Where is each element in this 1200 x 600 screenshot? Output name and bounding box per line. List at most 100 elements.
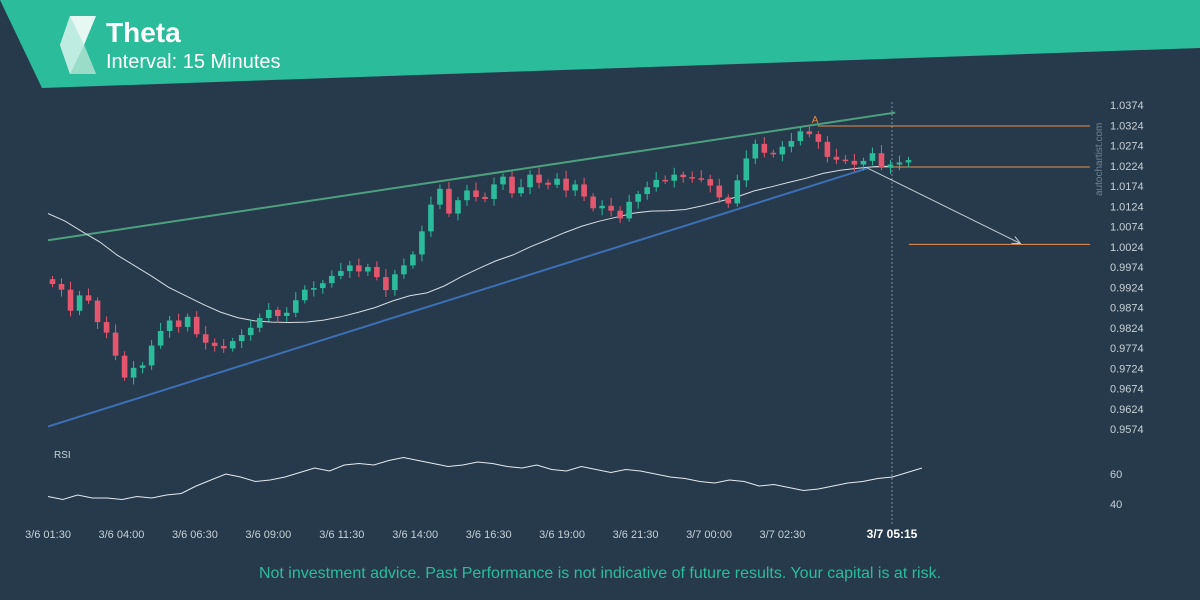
candle-body [608, 205, 614, 211]
candle-body [761, 143, 768, 153]
y-tick-label: 0.9574 [1110, 424, 1144, 436]
x-tick-label: 3/7 02:30 [760, 529, 806, 541]
x-tick-label: 3/6 19:00 [539, 529, 585, 541]
forecast-arrow-line [867, 167, 1021, 244]
candle-body [112, 332, 119, 356]
y-tick-label: 0.9874 [1110, 303, 1144, 315]
candle-body [878, 153, 885, 167]
candle-body [58, 284, 65, 290]
candle-body [85, 295, 92, 301]
candle-body [121, 355, 128, 378]
y-tick-label: 0.9774 [1110, 343, 1144, 355]
candle-body [734, 180, 741, 204]
candle-body [716, 185, 723, 198]
candle-body [905, 160, 912, 163]
candle-body [653, 179, 659, 188]
rsi-line [47, 456, 923, 501]
y-tick-label: 0.9674 [1110, 384, 1144, 396]
x-tick-label: 3/6 06:30 [172, 529, 218, 541]
candle-body [527, 174, 533, 188]
candle-body [446, 188, 452, 214]
y-tick-label: 1.0324 [1110, 120, 1144, 132]
forecast-arrow-head [1011, 236, 1022, 245]
rsi-tick-label: 60 [1110, 469, 1122, 481]
candle-body [860, 160, 867, 165]
candle-body [392, 274, 398, 291]
candle-body [229, 341, 236, 349]
y-tick-label: 0.9924 [1110, 282, 1144, 294]
candle-body [338, 271, 344, 276]
candle-body [572, 184, 578, 191]
candle-body [509, 176, 515, 194]
candle-body [518, 187, 524, 194]
candle-body [581, 184, 587, 197]
theta-logo-icon [60, 16, 96, 74]
candle-body [175, 320, 182, 327]
candle-body [265, 309, 272, 319]
candle-body [67, 289, 74, 311]
candle-body [842, 159, 849, 162]
candle-body [770, 152, 777, 155]
candle-body [211, 342, 218, 346]
y-tick-label: 1.0374 [1110, 100, 1144, 112]
y-tick-label: 1.0024 [1110, 242, 1144, 254]
y-tick-label: 0.9974 [1110, 262, 1144, 274]
candle-body [157, 330, 164, 346]
candle-body [301, 289, 308, 301]
candle-body [545, 182, 551, 185]
candle-body [725, 197, 732, 204]
candle-body [626, 201, 632, 219]
candle-body [130, 367, 137, 378]
rsi-label: RSI [54, 450, 71, 461]
candle-body [824, 141, 831, 157]
candle-body [482, 196, 488, 199]
rsi-tick-label: 40 [1110, 499, 1122, 511]
candle-body [193, 316, 200, 335]
candle-body [256, 318, 263, 328]
candle-body [320, 283, 326, 289]
candle-body [365, 267, 371, 272]
candle-body [887, 164, 894, 167]
brand-watermark: autochartist.com [1094, 122, 1105, 196]
candle-body [698, 178, 705, 180]
asset-title: Theta [106, 17, 181, 48]
disclaimer: Not investment advice. Past Performance … [258, 565, 942, 582]
x-tick-label: 3/6 11:30 [319, 529, 364, 541]
candle-body [473, 190, 479, 197]
candle-body [500, 176, 506, 185]
y-tick-label: 1.0274 [1110, 141, 1144, 153]
x-tick-label: 3/6 21:30 [613, 529, 659, 541]
x-tick-label: 3/6 14:00 [392, 529, 438, 541]
x-tick-label: 3/6 04:00 [99, 529, 145, 541]
candle-body [184, 316, 191, 327]
candle-body [103, 322, 110, 333]
candle-body [410, 254, 416, 266]
candle-body [491, 184, 497, 199]
interval-subtitle: Interval: 15 Minutes [106, 51, 281, 73]
candle-body [202, 334, 209, 343]
candle-body [347, 265, 353, 272]
candle-body [166, 320, 173, 331]
candle-body [671, 174, 678, 181]
candle-body [374, 267, 380, 278]
x-highlight-label: 3/7 05:15 [867, 527, 918, 541]
x-tick-label: 3/6 01:30 [25, 529, 71, 541]
moving-average-line [47, 165, 893, 324]
y-tick-label: 1.0174 [1110, 181, 1144, 193]
candle-body [401, 265, 407, 275]
candle-body [76, 295, 83, 311]
candle-body [806, 131, 813, 135]
candle-body [752, 143, 759, 159]
candle-body [680, 174, 687, 178]
candle-body [788, 141, 795, 147]
resistance-line [47, 111, 896, 242]
candle-body [247, 327, 254, 336]
candle-body [554, 178, 560, 185]
candle-body [383, 277, 389, 291]
candle-body [896, 162, 903, 165]
y-tick-label: 1.0224 [1110, 161, 1144, 173]
candle-body [311, 288, 317, 290]
candle-body [220, 345, 227, 349]
y-tick-label: 1.0074 [1110, 222, 1144, 234]
candle-body [292, 300, 299, 313]
